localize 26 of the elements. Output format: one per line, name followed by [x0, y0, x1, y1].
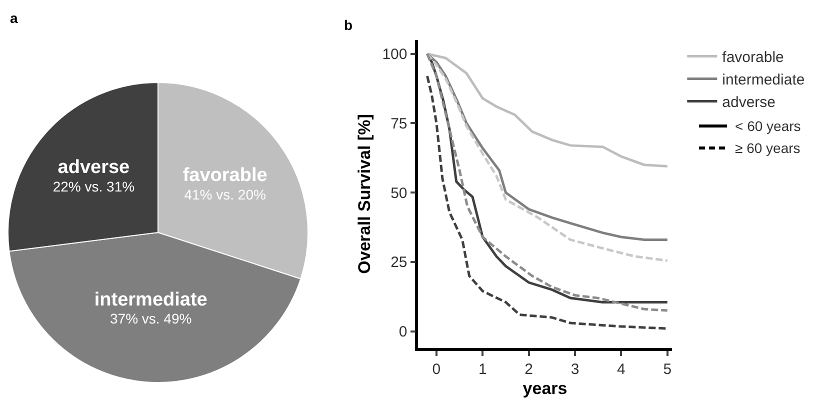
legend-label: favorable	[722, 49, 784, 66]
x-tick-label: 4	[617, 360, 626, 378]
chart-title: b	[344, 17, 353, 33]
y-axis-title: Overall Survival [%]	[354, 114, 374, 274]
y-tick-label: 75	[390, 115, 408, 132]
text: 37% vs. 49%	[110, 310, 192, 327]
text: 41% vs. 20%	[184, 186, 266, 202]
chart-title: a	[10, 10, 18, 26]
y-tick-label: 50	[390, 184, 408, 202]
slice-label: favorable	[182, 165, 268, 186]
y-tick-label: 0	[398, 324, 408, 341]
legend-label: intermediate	[722, 72, 805, 89]
legend-label: adverse	[722, 94, 776, 112]
slice-label: adverse	[58, 157, 130, 178]
x-tick-label: 5	[663, 360, 672, 378]
x-tick-label: 2	[524, 360, 534, 378]
text: < 60 years	[735, 118, 801, 134]
x-tick-label: 0	[432, 360, 441, 378]
x-axis-title: years	[522, 379, 568, 398]
x-tick-label: 3	[570, 360, 580, 378]
text: 22% vs. 31%	[52, 178, 135, 194]
y-tick-label: 100	[382, 46, 408, 64]
text: ≥ 60 years	[735, 140, 800, 156]
y-tick-label: 25	[390, 254, 408, 272]
x-tick-label: 1	[478, 360, 487, 378]
slice-label: intermediate	[94, 289, 208, 310]
